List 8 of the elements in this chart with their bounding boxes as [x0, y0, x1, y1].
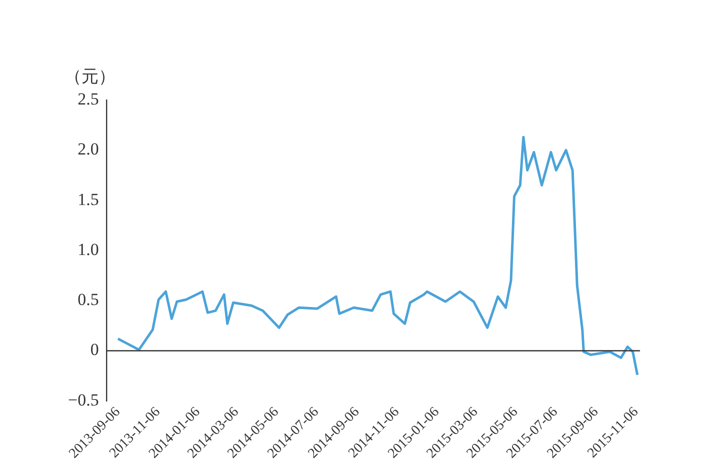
y-tick-label: 0.5	[78, 290, 99, 310]
y-tick-label: 2.0	[78, 140, 99, 159]
y-tick-label: 2.5	[78, 89, 99, 108]
y-tick-label: 1.0	[78, 240, 99, 259]
y-axis-title: （元）	[64, 67, 116, 86]
y-tick-label: −0.5	[68, 390, 99, 410]
y-tick-label: 0	[90, 340, 99, 360]
y-tick-label: 1.5	[78, 190, 99, 209]
